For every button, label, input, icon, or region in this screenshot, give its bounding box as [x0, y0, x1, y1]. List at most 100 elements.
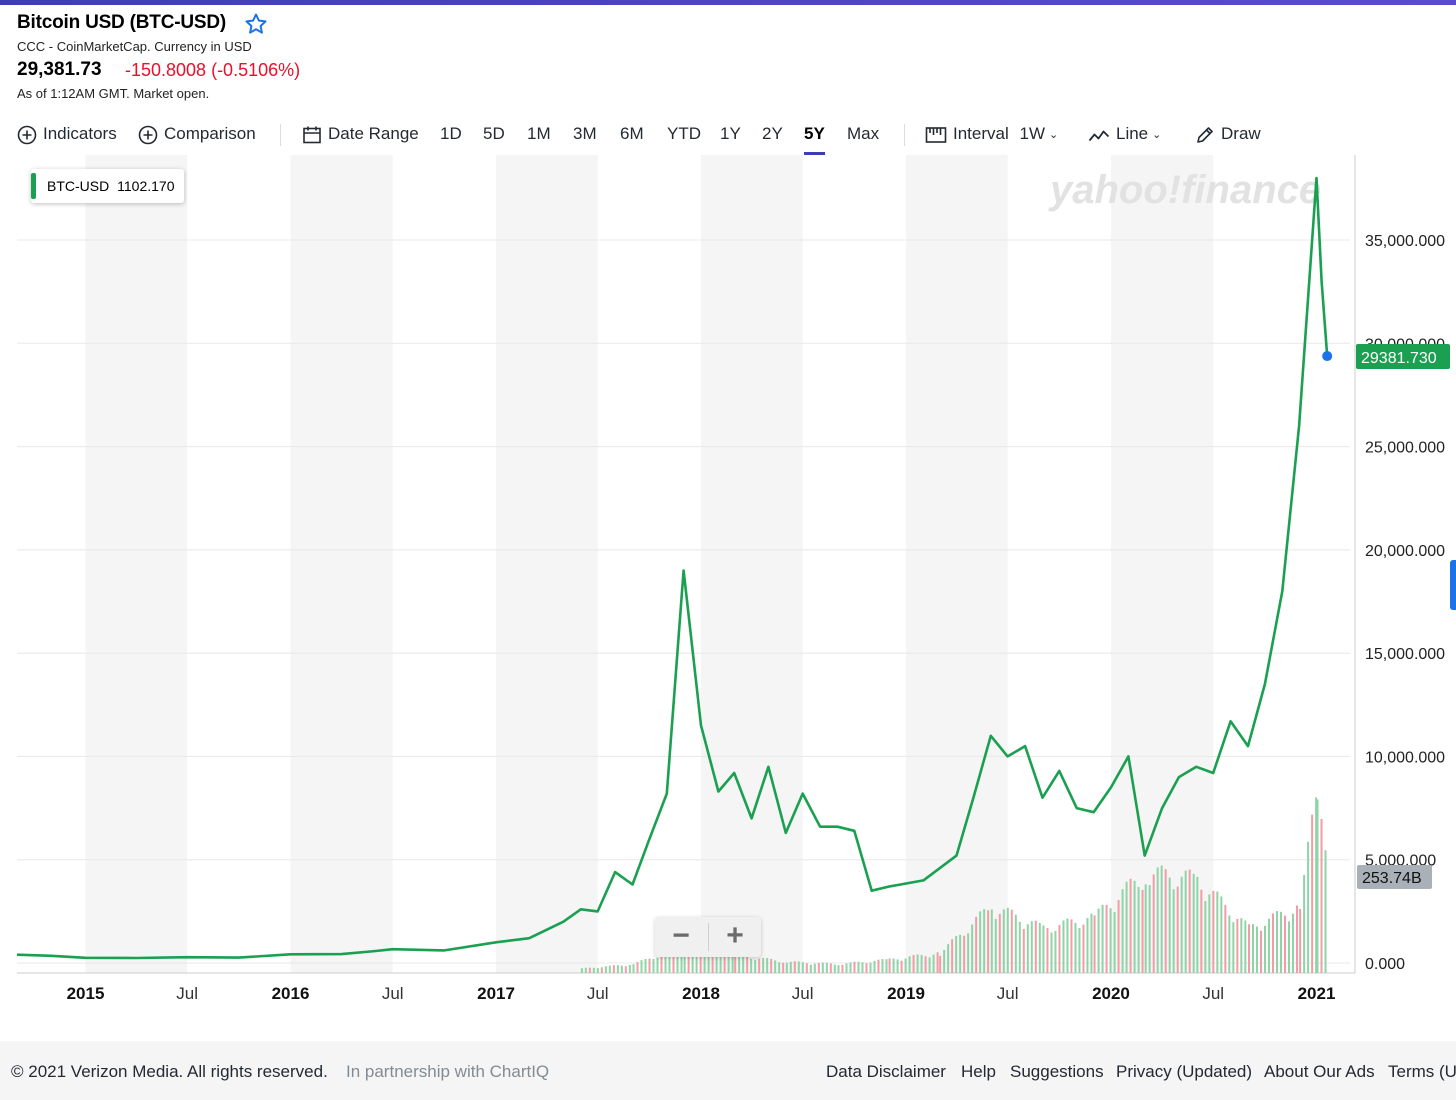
volume-bar — [1093, 915, 1096, 973]
volume-bar — [1101, 904, 1104, 973]
x-tick-label: 2018 — [682, 984, 720, 1003]
volume-bar — [703, 947, 706, 973]
period-band — [1110, 155, 1214, 973]
footer-link-about-ads[interactable]: About Our Ads — [1264, 1062, 1375, 1081]
volume-bar — [1260, 930, 1263, 973]
volume-bar — [1030, 921, 1033, 973]
volume-bar — [695, 947, 698, 973]
volume-bar — [1307, 841, 1310, 973]
volume-bar — [672, 948, 675, 973]
volume-bar — [766, 958, 769, 973]
volume-bar — [1002, 909, 1005, 973]
volume-bar — [1220, 896, 1223, 973]
volume-bar — [723, 952, 726, 973]
range-2y[interactable]: 2Y — [762, 124, 783, 143]
zoom-out-button[interactable]: − — [672, 919, 690, 952]
period-band — [496, 155, 598, 973]
range-5d[interactable]: 5D — [483, 124, 505, 143]
volume-bar — [916, 954, 919, 973]
volume-bar — [1184, 870, 1187, 973]
interval-value: 1W — [1019, 124, 1045, 143]
volume-bar — [1224, 904, 1227, 973]
range-1m[interactable]: 1M — [527, 124, 551, 143]
range-1y[interactable]: 1Y — [720, 124, 741, 143]
zoom-in-button[interactable]: + — [726, 919, 744, 952]
calendar-icon — [303, 126, 321, 143]
footer-link-data-disclaimer[interactable]: Data Disclaimer — [826, 1062, 946, 1081]
star-icon[interactable] — [244, 12, 268, 36]
date-range-button[interactable]: Date Range — [302, 120, 419, 148]
volume-bar — [1022, 928, 1025, 973]
range-6m[interactable]: 6M — [620, 124, 644, 143]
volume-bar — [668, 949, 671, 973]
indicators-button[interactable]: Indicators — [17, 120, 117, 148]
volume-bar — [845, 963, 848, 973]
volume-bar — [1232, 922, 1235, 973]
x-tick-label: Jul — [1202, 984, 1224, 1003]
volume-bar — [1074, 922, 1077, 973]
side-panel-handle[interactable] — [1450, 560, 1456, 610]
volume-bar — [683, 947, 686, 973]
range-5y[interactable]: 5Y — [804, 120, 825, 155]
volume-bar — [608, 965, 611, 973]
page-title: Bitcoin USD (BTC-USD) — [17, 12, 227, 33]
volume-bar — [912, 954, 915, 973]
volume-bar — [731, 953, 734, 973]
volume-bar — [979, 911, 982, 973]
footer-link-suggestions[interactable]: Suggestions — [1010, 1062, 1104, 1081]
volume-bar — [1172, 889, 1175, 973]
volume-bar — [1200, 889, 1203, 973]
volume-bar — [1256, 926, 1259, 973]
plus-circle-icon — [138, 125, 158, 144]
chart-type-dropdown[interactable]: Line ⌄ — [1088, 120, 1161, 148]
range-max[interactable]: Max — [847, 124, 880, 143]
draw-button[interactable]: Draw — [1195, 120, 1261, 148]
interval-label: Interval — [953, 124, 1009, 143]
volume-bar — [596, 968, 599, 973]
period-band — [905, 155, 1008, 973]
volume-bar — [1240, 918, 1243, 973]
volume-bar — [908, 956, 911, 973]
footer-link-help[interactable]: Help — [961, 1062, 996, 1081]
volume-bar — [924, 956, 927, 973]
partner-note: In partnership with ChartIQ — [346, 1062, 550, 1081]
range-3m[interactable]: 3M — [573, 124, 597, 143]
footer-link-terms[interactable]: Terms (U — [1388, 1062, 1456, 1081]
volume-bar — [833, 964, 836, 973]
volume-bar — [813, 963, 816, 973]
range-1d[interactable]: 1D — [440, 124, 462, 143]
line-chart-icon — [1088, 130, 1110, 141]
top-accent-bar — [0, 0, 1456, 5]
volume-bar — [797, 961, 800, 973]
interval-dropdown[interactable]: Interval 1W ⌄ — [925, 120, 1058, 148]
volume-bar — [1042, 925, 1045, 973]
volume-bar — [782, 962, 785, 973]
y-tick-label: 15,000.000 — [1365, 646, 1445, 663]
volume-bar — [652, 958, 655, 973]
x-tick-label: 2016 — [272, 984, 310, 1003]
draw-label: Draw — [1221, 124, 1261, 143]
volume-bar — [750, 958, 753, 973]
volume-bar — [1244, 920, 1247, 973]
volume-bar — [1026, 924, 1029, 973]
volume-bar — [793, 961, 796, 973]
volume-bar — [660, 954, 663, 973]
footer-link-privacy[interactable]: Privacy (Updated) — [1116, 1062, 1253, 1081]
comparison-label: Comparison — [164, 124, 256, 143]
volume-bar — [632, 964, 635, 973]
volume-bar — [580, 968, 583, 973]
last-price-tag — [1356, 344, 1450, 370]
range-ytd[interactable]: YTD — [667, 124, 701, 143]
volume-bar — [1303, 874, 1306, 973]
comparison-button[interactable]: Comparison — [138, 120, 256, 148]
volume-bar — [1133, 880, 1136, 973]
volume-bar — [1311, 814, 1314, 973]
volume-bar — [687, 951, 690, 973]
volume-bar — [920, 954, 923, 973]
price-chart[interactable]: 0.000 5,000.000 10,000.000 15,000.000 20,000… — [0, 155, 1456, 1040]
volume-bar — [1204, 901, 1207, 973]
chart-toolbar: Indicators Comparison Date Range 1D 5D 1… — [0, 120, 1456, 156]
legend-symbol: BTC-USD — [47, 178, 110, 194]
volume-bar — [1148, 885, 1151, 973]
x-tick-label: 2015 — [67, 984, 105, 1003]
